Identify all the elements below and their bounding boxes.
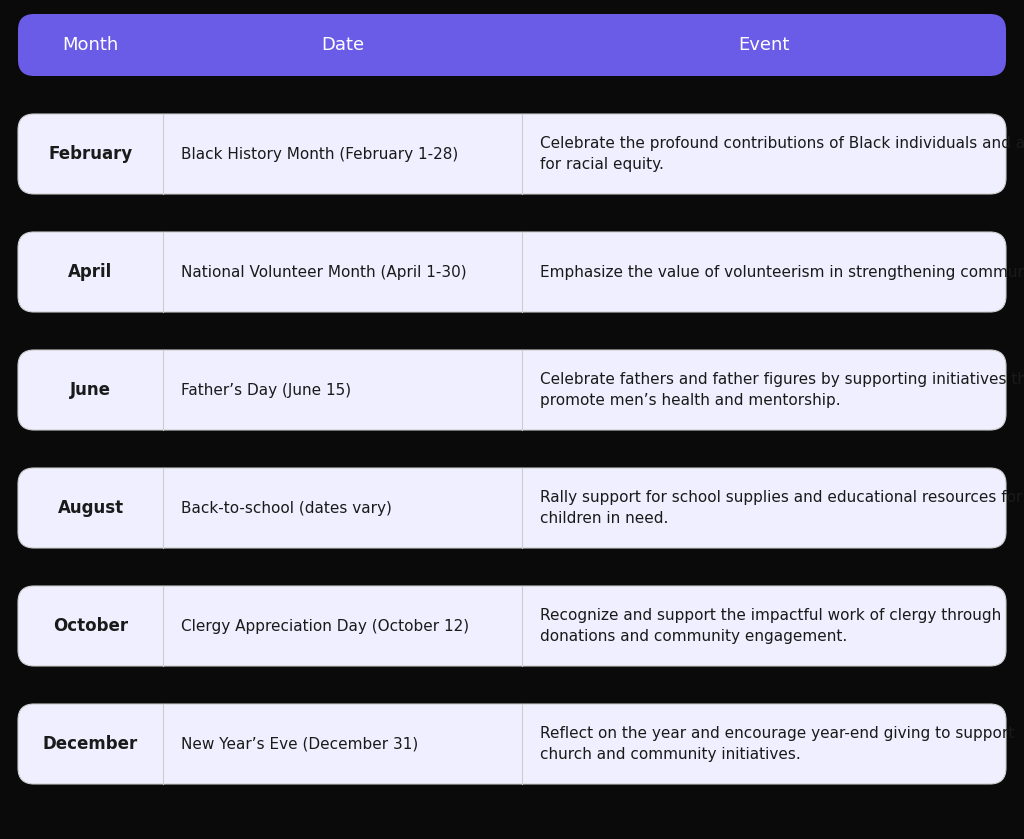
Text: New Year’s Eve (December 31): New Year’s Eve (December 31) [181,737,418,752]
Text: Clergy Appreciation Day (October 12): Clergy Appreciation Day (October 12) [181,618,469,633]
FancyBboxPatch shape [18,232,1006,312]
Text: Emphasize the value of volunteerism in strengthening community ties.: Emphasize the value of volunteerism in s… [540,264,1024,279]
Text: Black History Month (February 1-28): Black History Month (February 1-28) [181,147,459,161]
Text: April: April [69,263,113,281]
Text: Recognize and support the impactful work of clergy through
donations and communi: Recognize and support the impactful work… [540,608,1001,644]
Text: National Volunteer Month (April 1-30): National Volunteer Month (April 1-30) [181,264,467,279]
FancyBboxPatch shape [18,14,1006,76]
Text: Date: Date [321,36,365,54]
Text: October: October [53,617,128,635]
Text: Back-to-school (dates vary): Back-to-school (dates vary) [181,501,392,515]
Text: December: December [43,735,138,753]
Text: Month: Month [62,36,119,54]
Text: Rally support for school supplies and educational resources for
children in need: Rally support for school supplies and ed… [540,490,1022,526]
Text: February: February [48,145,133,163]
FancyBboxPatch shape [18,114,1006,194]
FancyBboxPatch shape [18,468,1006,548]
Text: Celebrate fathers and father figures by supporting initiatives that
promote men’: Celebrate fathers and father figures by … [540,372,1024,408]
FancyBboxPatch shape [18,704,1006,784]
Text: Celebrate the profound contributions of Black individuals and advocate
for racia: Celebrate the profound contributions of … [540,136,1024,172]
Text: Event: Event [738,36,790,54]
Text: August: August [57,499,124,517]
Text: Father’s Day (June 15): Father’s Day (June 15) [181,383,351,398]
FancyBboxPatch shape [18,350,1006,430]
FancyBboxPatch shape [18,586,1006,666]
Text: June: June [70,381,111,399]
Text: Reflect on the year and encourage year-end giving to support
church and communit: Reflect on the year and encourage year-e… [540,726,1014,762]
